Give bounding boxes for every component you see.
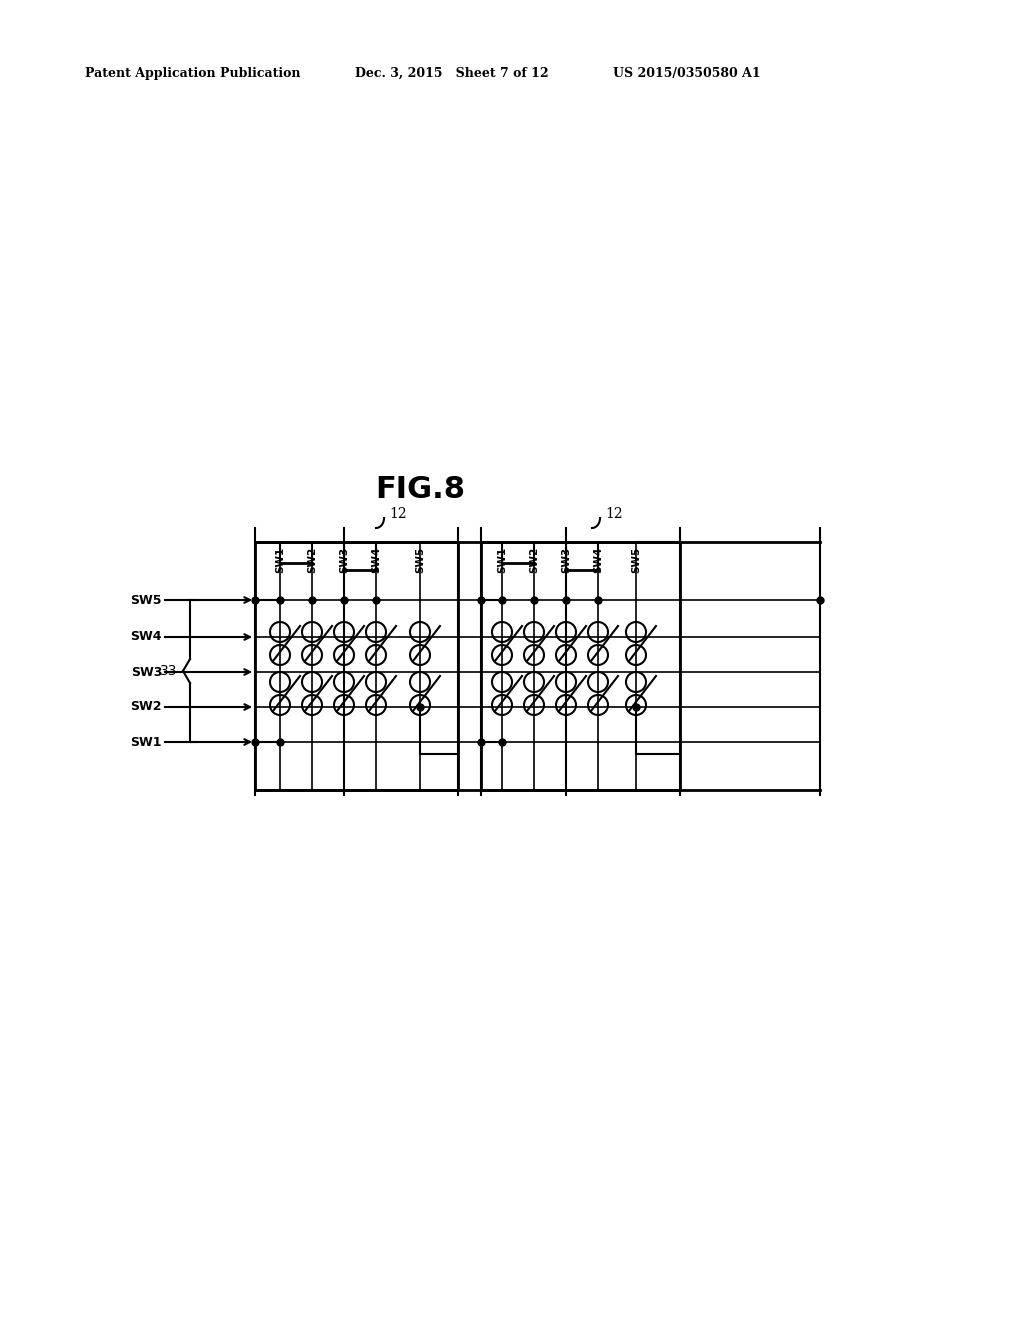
Text: SW1: SW1 xyxy=(130,735,162,748)
Text: SW3: SW3 xyxy=(561,546,571,573)
Text: SW4: SW4 xyxy=(593,546,603,573)
Text: SW2: SW2 xyxy=(307,546,317,573)
Text: SW2: SW2 xyxy=(529,546,539,573)
Text: SW4: SW4 xyxy=(130,631,162,644)
Text: SW1: SW1 xyxy=(275,546,285,573)
Text: US 2015/0350580 A1: US 2015/0350580 A1 xyxy=(613,66,761,79)
Text: 12: 12 xyxy=(605,507,623,521)
Text: Patent Application Publication: Patent Application Publication xyxy=(85,66,300,79)
Text: SW5: SW5 xyxy=(631,546,641,573)
Text: 33: 33 xyxy=(160,664,177,678)
Text: SW1: SW1 xyxy=(497,546,507,573)
Bar xyxy=(255,543,458,789)
Bar xyxy=(481,543,680,789)
Text: 12: 12 xyxy=(389,507,407,521)
Text: Dec. 3, 2015   Sheet 7 of 12: Dec. 3, 2015 Sheet 7 of 12 xyxy=(355,66,549,79)
Text: FIG.8: FIG.8 xyxy=(375,475,465,504)
Text: SW2: SW2 xyxy=(130,701,162,714)
Text: SW5: SW5 xyxy=(415,546,425,573)
Text: SW3: SW3 xyxy=(339,546,349,573)
Text: SW5: SW5 xyxy=(130,594,162,606)
Text: SW4: SW4 xyxy=(371,546,381,573)
Text: SW3: SW3 xyxy=(131,665,162,678)
